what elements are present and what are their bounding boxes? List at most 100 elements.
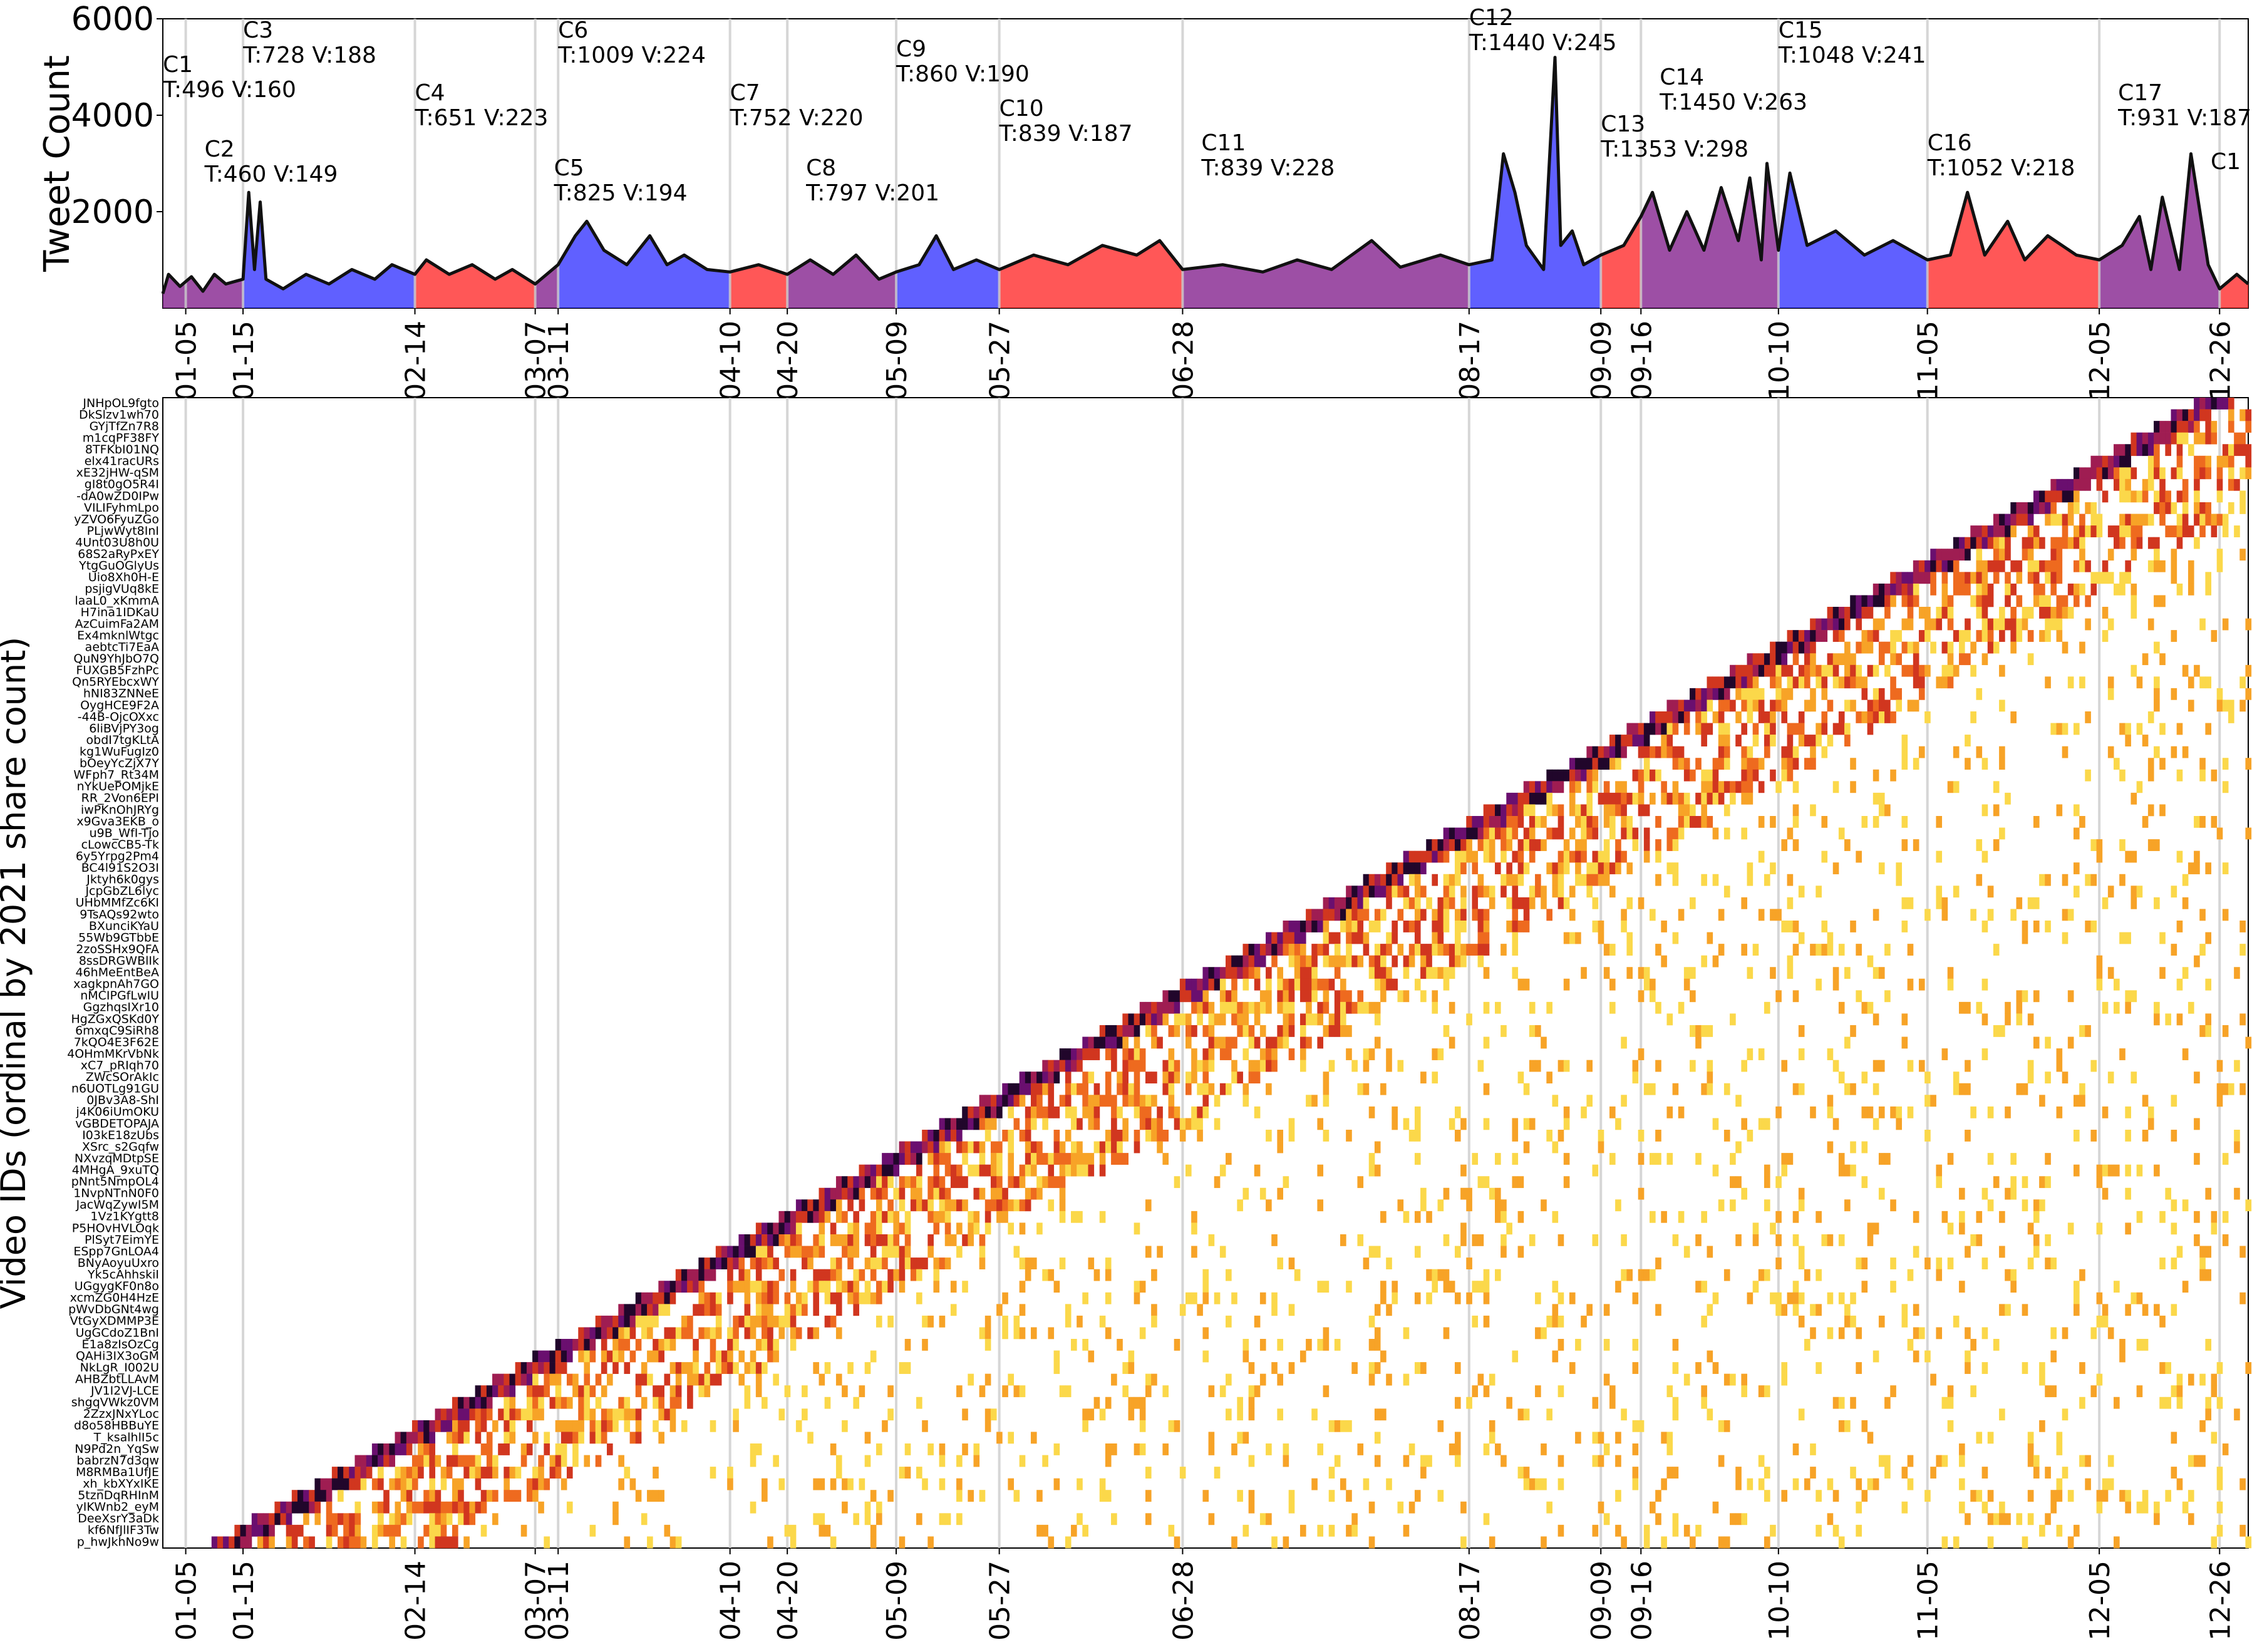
- heat-cell: [1414, 932, 1421, 944]
- heat-cell: [1403, 850, 1410, 863]
- heat-cell: [1082, 1292, 1088, 1304]
- heat-cell: [1603, 1339, 1610, 1351]
- heat-cell: [2067, 537, 2074, 549]
- heat-cell: [1368, 1339, 1375, 1351]
- heat-cell: [2010, 1281, 2017, 1293]
- heat-cell: [1288, 1118, 1295, 1130]
- heat-cell: [2027, 525, 2034, 537]
- heat-cell: [1426, 967, 1432, 979]
- heat-cell: [2056, 490, 2063, 503]
- heat-cell: [2211, 816, 2218, 828]
- video-id-label: E1a8zIsOzCg: [81, 1338, 159, 1351]
- heat-cell: [1506, 827, 1512, 840]
- heat-cell: [1626, 944, 1633, 956]
- heat-cell: [343, 1467, 349, 1479]
- heat-cell: [990, 1164, 997, 1177]
- heat-cell: [1323, 955, 1330, 968]
- heat-cell: [291, 1536, 298, 1549]
- heat-cell: [1999, 1025, 2005, 1037]
- heat-cell: [1248, 1385, 1255, 1398]
- heat-cell: [389, 1536, 395, 1549]
- heat-cell: [1122, 1362, 1129, 1374]
- heat-cell: [1959, 641, 1965, 654]
- heat-cell: [767, 1222, 773, 1235]
- heat-cell: [429, 1420, 436, 1432]
- heat-cell: [1420, 990, 1427, 1003]
- heat-cell: [762, 1222, 768, 1235]
- heat-cell: [1924, 572, 1931, 584]
- video-id-label: obdI7tgKLtA: [86, 733, 159, 747]
- heat-cell: [1672, 1524, 1679, 1537]
- heat-cell: [1890, 583, 1896, 596]
- heat-cell: [480, 1467, 487, 1479]
- heat-cell: [1048, 1164, 1055, 1177]
- heat-cell: [504, 1490, 510, 1502]
- heat-cell: [612, 1327, 619, 1340]
- heat-cell: [1242, 1095, 1249, 1107]
- top-x-tick-label-03-11: 03-11: [543, 321, 575, 401]
- heat-cell: [2182, 421, 2189, 433]
- heat-cell: [2187, 862, 2194, 875]
- heat-cell: [927, 1176, 934, 1189]
- heat-cell: [1454, 1246, 1461, 1258]
- heat-cell: [1008, 1141, 1015, 1154]
- heat-cell: [1970, 1234, 1976, 1246]
- heat-cell: [984, 1095, 991, 1107]
- heat-cell: [607, 1315, 613, 1328]
- heat-cell: [2096, 1315, 2103, 1328]
- heat-cell: [721, 1350, 728, 1363]
- heat-cell: [1340, 897, 1346, 909]
- heat-cell: [1896, 583, 1903, 596]
- heat-cell: [1242, 978, 1249, 991]
- heat-cell: [1334, 990, 1341, 1003]
- heat-cell: [1792, 1234, 1799, 1246]
- heat-cell: [1884, 990, 1891, 1003]
- heat-cell: [1861, 607, 1868, 619]
- heat-cell: [538, 1467, 544, 1479]
- heat-cell: [1214, 1118, 1221, 1130]
- heat-cell: [1082, 1153, 1088, 1165]
- heat-cell: [2176, 537, 2183, 549]
- heat-cell: [778, 1408, 785, 1421]
- heat-cell: [675, 1281, 682, 1293]
- heat-cell: [560, 1350, 567, 1363]
- heat-cell: [1506, 897, 1512, 909]
- heat-cell: [2182, 525, 2189, 537]
- heat-cell: [1872, 1118, 1879, 1130]
- heat-cell: [2159, 804, 2166, 817]
- heat-cell: [681, 1315, 688, 1328]
- heat-cell: [1581, 1106, 1587, 1118]
- heat-cell: [595, 1455, 602, 1467]
- heat-cell: [1643, 850, 1650, 863]
- heat-cell: [2131, 444, 2137, 457]
- heat-cell: [1557, 1060, 1564, 1072]
- heat-cell: [1460, 1234, 1467, 1246]
- heat-cell: [681, 1269, 688, 1281]
- heat-cell: [1947, 560, 1954, 572]
- heat-cell: [641, 1396, 648, 1409]
- heat-cell: [864, 1513, 871, 1526]
- heat-cell: [1454, 1292, 1461, 1304]
- heat-cell: [2090, 583, 2097, 596]
- video-id-label: UgGCdoZ1BnI: [76, 1326, 159, 1340]
- heat-cell: [2050, 490, 2057, 503]
- heat-cell: [1208, 1083, 1215, 1095]
- heat-cell: [2090, 1385, 2097, 1398]
- heat-cell: [767, 1246, 773, 1258]
- heat-cell: [1036, 1524, 1043, 1537]
- heat-cell: [1460, 885, 1467, 898]
- heat-cell: [1592, 1396, 1599, 1409]
- heat-cell: [2159, 502, 2166, 514]
- heat-cell: [2022, 514, 2028, 526]
- heat-cell: [1821, 746, 1828, 758]
- heat-cell: [1340, 1025, 1346, 1037]
- heat-cell: [1718, 792, 1725, 805]
- heat-cell: [984, 1106, 991, 1118]
- heat-cell: [1723, 700, 1730, 712]
- heat-cell: [2154, 641, 2160, 654]
- heat-cell: [1690, 967, 1696, 979]
- heat-cell: [979, 1141, 986, 1154]
- heat-cell: [1323, 909, 1330, 921]
- heat-cell: [1913, 1246, 1919, 1258]
- heat-cell: [2171, 630, 2177, 642]
